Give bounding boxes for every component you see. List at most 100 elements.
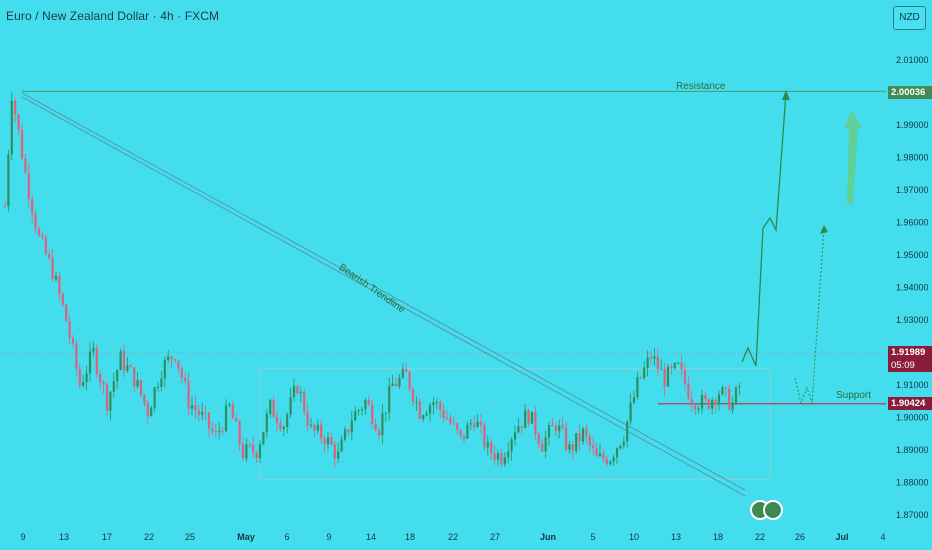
candle-body xyxy=(173,359,177,361)
candle-body xyxy=(377,430,381,436)
candle-body xyxy=(585,428,588,437)
candle-body xyxy=(663,368,666,387)
candle-body xyxy=(320,424,323,439)
y-tick-label: 1.88000 xyxy=(896,478,929,488)
x-tick-label: 22 xyxy=(448,532,458,542)
candle-body xyxy=(109,391,112,411)
x-tick-label: Jun xyxy=(540,532,556,542)
candle-body xyxy=(245,444,248,459)
last-price-tag: 1.91989 xyxy=(888,346,932,359)
candle-body xyxy=(221,430,224,432)
candle-body xyxy=(3,206,7,208)
candle-body xyxy=(646,357,649,368)
candle-body xyxy=(581,428,585,442)
y-tick-label: 1.94000 xyxy=(896,283,929,293)
candle-body xyxy=(445,418,449,420)
alt-projection-arrowhead xyxy=(820,225,828,234)
candle-body xyxy=(598,453,602,457)
candle-body xyxy=(61,293,64,305)
candle-body xyxy=(626,421,629,442)
candle-body xyxy=(554,425,557,432)
candle-body xyxy=(231,404,234,419)
candle-body xyxy=(122,351,126,371)
candle-body xyxy=(612,457,615,462)
x-tick-label: 18 xyxy=(713,532,723,542)
candle-body xyxy=(272,399,275,418)
candle-body xyxy=(265,413,268,433)
candle-body xyxy=(214,431,217,433)
candle-body xyxy=(347,429,350,433)
candle-body xyxy=(75,343,78,369)
x-tick-label: 6 xyxy=(284,532,289,542)
candle-body xyxy=(160,378,163,387)
candle-body xyxy=(10,100,13,155)
candle-body xyxy=(636,377,639,398)
candle-body xyxy=(17,114,20,131)
candle-body xyxy=(694,405,697,410)
x-tick-label: 13 xyxy=(59,532,69,542)
candle-body xyxy=(680,362,683,370)
candle-body xyxy=(340,439,343,452)
projection-path xyxy=(741,92,787,367)
x-tick-label: 10 xyxy=(629,532,639,542)
x-tick-label: 13 xyxy=(671,532,681,542)
x-tick-label: May xyxy=(237,532,255,542)
candle-body xyxy=(119,351,122,371)
candle-body xyxy=(490,442,493,454)
resistance-price-tag: 2.00036 xyxy=(888,86,932,99)
candle-body xyxy=(476,421,479,427)
candle-body xyxy=(714,399,717,405)
alt-projection-path xyxy=(794,227,825,405)
x-tick-label: 25 xyxy=(185,532,195,542)
candle-body xyxy=(731,402,734,410)
candle-body xyxy=(279,423,282,430)
candle-body xyxy=(71,337,75,344)
candle-body xyxy=(136,380,139,387)
candle-body xyxy=(337,451,340,459)
candle-body xyxy=(24,158,27,173)
candle-body xyxy=(609,461,612,465)
candle-body xyxy=(211,428,214,432)
candle-body xyxy=(44,237,47,255)
candle-body xyxy=(381,413,384,436)
x-tick-label: 26 xyxy=(795,532,805,542)
candle-body xyxy=(364,399,367,410)
candle-body xyxy=(517,426,520,433)
candle-body xyxy=(660,368,663,370)
support-label: Support xyxy=(836,390,872,401)
candle-body xyxy=(687,383,690,399)
candle-body xyxy=(27,172,30,199)
x-tick-label: 9 xyxy=(326,532,331,542)
candle-body xyxy=(711,399,714,409)
candle-body xyxy=(371,404,374,424)
currency-selector[interactable]: NZD xyxy=(893,6,926,30)
candle-body xyxy=(129,365,132,368)
y-tick-label: 2.01000 xyxy=(896,55,929,65)
candle-body xyxy=(292,386,296,397)
candle-body xyxy=(105,384,109,411)
candle-body xyxy=(493,453,496,460)
candle-body xyxy=(167,356,170,361)
candle-body xyxy=(41,235,44,238)
candle-body xyxy=(721,387,724,395)
candle-body xyxy=(405,368,408,372)
candle-body xyxy=(102,382,105,385)
candle-body xyxy=(595,448,598,457)
candle-body xyxy=(54,275,58,280)
y-tick-label: 1.97000 xyxy=(896,185,929,195)
candle-body xyxy=(479,421,483,425)
candle-body xyxy=(551,424,554,426)
candle-body xyxy=(425,413,428,416)
candle-body xyxy=(527,410,530,424)
projection-arrowhead xyxy=(782,90,790,100)
candle-body xyxy=(588,436,591,446)
candle-body xyxy=(20,130,24,159)
candle-body xyxy=(88,351,92,374)
candle-body xyxy=(184,378,187,382)
candle-body xyxy=(218,430,221,433)
x-tick-label: 22 xyxy=(144,532,154,542)
y-tick-label: 1.99000 xyxy=(896,120,929,130)
candle-body xyxy=(398,377,401,387)
candle-body xyxy=(112,380,115,392)
